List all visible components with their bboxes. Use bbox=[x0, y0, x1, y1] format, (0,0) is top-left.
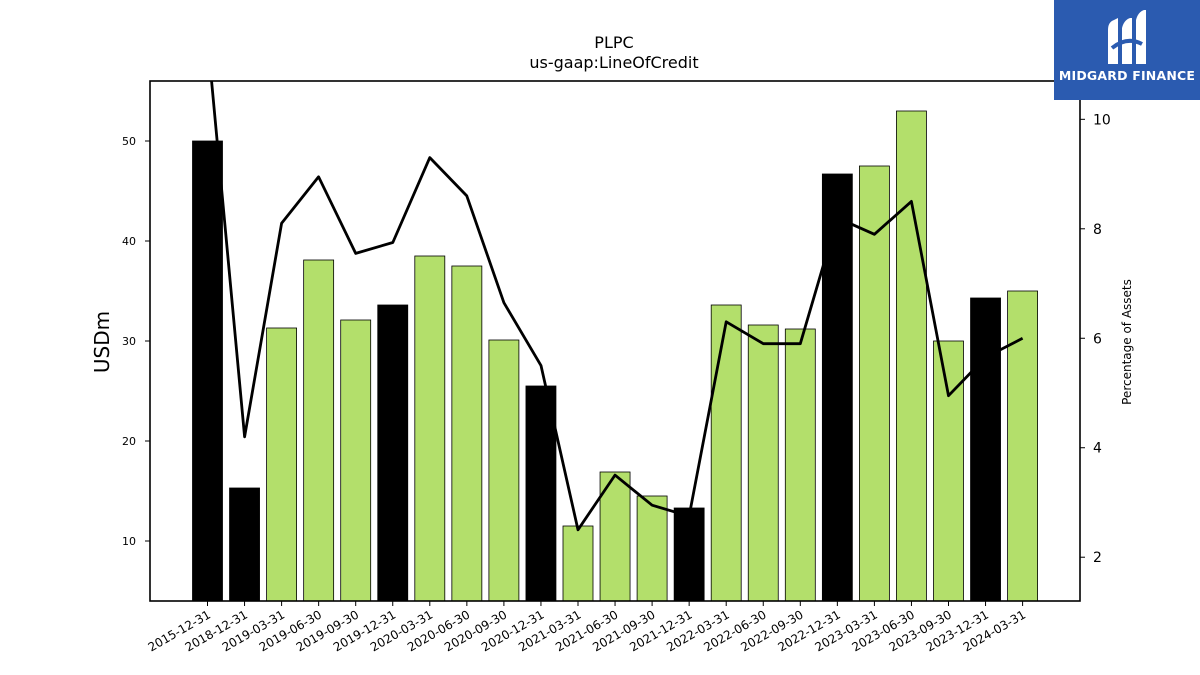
bar-2023-06-30 bbox=[896, 110, 927, 602]
bar-2024-03-31 bbox=[1007, 290, 1038, 602]
bar-2019-12-31 bbox=[377, 304, 409, 602]
bar-layer bbox=[192, 110, 1038, 602]
bar-2022-12-31 bbox=[821, 173, 853, 602]
y2-tick-label: 4 bbox=[1093, 441, 1102, 457]
bar-2021-06-30 bbox=[599, 471, 631, 602]
y2-tick-label: 2 bbox=[1093, 550, 1102, 566]
bar-2022-06-30 bbox=[747, 324, 779, 602]
y-axis-label: USDm bbox=[90, 311, 114, 373]
bar-2019-09-30 bbox=[340, 319, 372, 602]
bar-2018-12-31 bbox=[229, 487, 260, 602]
y2-tick-label: 8 bbox=[1093, 222, 1102, 238]
y-tick-label: 30 bbox=[122, 335, 136, 348]
bar-2019-03-31 bbox=[266, 327, 298, 602]
bar-2021-12-31 bbox=[673, 507, 705, 602]
bar-2021-09-30 bbox=[636, 495, 668, 602]
y2-tick-label: 10 bbox=[1093, 112, 1111, 128]
bar-2020-06-30 bbox=[451, 265, 483, 602]
bar-2022-03-31 bbox=[710, 304, 742, 602]
y-tick-label: 40 bbox=[122, 235, 136, 248]
line-layer bbox=[210, 81, 1024, 532]
y2-axis-label: Percentage of Assets bbox=[1120, 279, 1134, 405]
y-tick-label: 10 bbox=[122, 535, 136, 548]
bar-2020-12-31 bbox=[525, 385, 557, 602]
chart-subtitle: us-gaap:LineOfCredit bbox=[529, 53, 698, 72]
logo-text: MIDGARD FINANCE bbox=[1058, 68, 1196, 83]
brand-logo: MIDGARD FINANCE bbox=[1054, 0, 1200, 100]
y-tick-label: 20 bbox=[122, 435, 136, 448]
midgard-logo-icon bbox=[1108, 10, 1146, 64]
bar-2020-09-30 bbox=[488, 339, 520, 602]
y2-tick-label: 6 bbox=[1093, 331, 1102, 347]
chart-title: PLPC bbox=[594, 33, 633, 52]
bar-2020-03-31 bbox=[414, 255, 446, 602]
bar-2022-09-30 bbox=[784, 328, 816, 602]
y-tick-label: 50 bbox=[122, 135, 136, 148]
bar-2015-12-31 bbox=[192, 140, 223, 602]
bar-2023-12-31 bbox=[970, 297, 1001, 602]
bar-2023-03-31 bbox=[859, 165, 890, 602]
series-line bbox=[210, 81, 1024, 532]
bar-2021-03-31 bbox=[562, 525, 594, 602]
bar-2019-06-30 bbox=[303, 259, 335, 602]
bar-2023-09-30 bbox=[933, 340, 964, 602]
